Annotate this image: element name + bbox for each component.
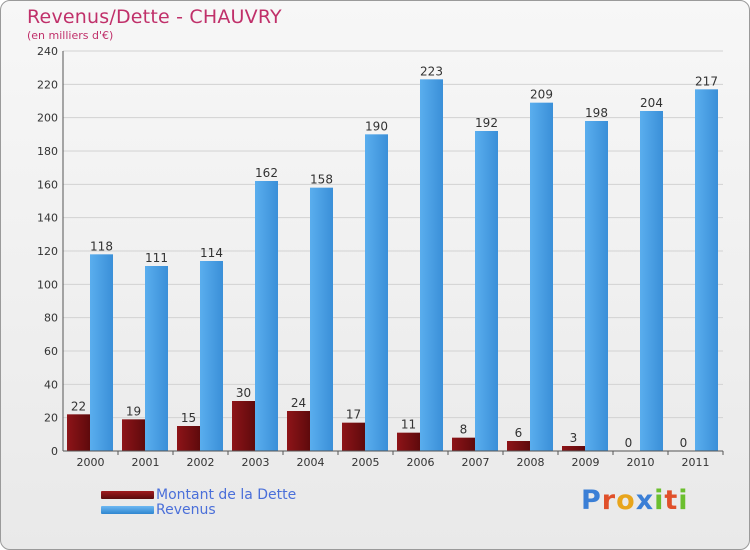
y-tick-label: 20 [44, 412, 58, 425]
y-tick-label: 160 [37, 178, 58, 191]
x-tick-label: 2007 [462, 456, 490, 469]
data-label-dette: 24 [291, 396, 306, 410]
y-tick-label: 80 [44, 312, 58, 325]
chart-title: Revenus/Dette - CHAUVRY [27, 6, 282, 28]
data-label-dette: 11 [401, 418, 416, 432]
chart-subtitle: (en milliers d'€) [27, 29, 114, 42]
logo-letter: i [654, 485, 665, 516]
data-label-revenus: 198 [585, 106, 608, 120]
x-tick-label: 2008 [517, 456, 545, 469]
bar-revenus [310, 187, 333, 451]
bar-revenus [475, 131, 498, 451]
data-label-revenus: 158 [310, 173, 333, 187]
data-label-revenus: 209 [530, 88, 553, 102]
x-tick-label: 2006 [407, 456, 435, 469]
bar-dette [122, 419, 145, 451]
bar-revenus [90, 254, 113, 451]
chart-bars [67, 79, 718, 452]
data-label-revenus: 118 [90, 239, 113, 253]
logo-letter: P [581, 485, 602, 516]
legend-label-dette: Montant de la Dette [156, 486, 297, 503]
data-label-dette: 0 [625, 436, 633, 450]
data-label-revenus: 204 [640, 96, 663, 110]
data-label-revenus: 192 [475, 116, 498, 130]
logo-letter: o [616, 485, 636, 516]
x-tick-label: 2004 [297, 456, 325, 469]
data-label-revenus: 223 [420, 64, 443, 78]
bar-revenus [420, 79, 443, 451]
data-label-revenus: 217 [695, 74, 718, 88]
bar-revenus [200, 261, 223, 451]
x-tick-label: 2010 [627, 456, 655, 469]
x-tick-label: 2002 [187, 456, 215, 469]
data-label-revenus: 190 [365, 119, 388, 133]
data-label-dette: 22 [71, 399, 86, 413]
x-tick-label: 2009 [572, 456, 600, 469]
legend-item-revenus: Revenus [101, 501, 296, 518]
y-tick-label: 180 [37, 145, 58, 158]
y-tick-label: 240 [37, 45, 58, 58]
data-label-revenus: 114 [200, 246, 223, 260]
x-tick-label: 2000 [77, 456, 105, 469]
logo-letter: t [664, 485, 679, 516]
y-tick-label: 60 [44, 345, 58, 358]
chart-axes [62, 51, 724, 455]
bar-dette [287, 411, 310, 451]
legend-swatch-dette [101, 490, 154, 499]
logo-letter: i [678, 485, 689, 516]
bar-dette [342, 422, 365, 451]
bar-revenus [585, 121, 608, 451]
y-tick-label: 140 [37, 212, 58, 225]
bar-revenus [530, 102, 553, 452]
data-label-revenus: 162 [255, 166, 278, 180]
legend-label-revenus: Revenus [156, 501, 216, 518]
proxiti-logo: Proxiti [581, 485, 689, 516]
y-tick-label: 100 [37, 278, 58, 291]
data-label-revenus: 111 [145, 251, 168, 265]
data-label-dette: 3 [570, 431, 578, 445]
x-tick-label: 2001 [132, 456, 160, 469]
data-label-dette: 17 [346, 408, 361, 422]
y-tick-label: 120 [37, 245, 58, 258]
y-tick-label: 40 [44, 378, 58, 391]
bar-revenus [365, 134, 388, 452]
y-tick-label: 200 [37, 112, 58, 125]
data-label-dette: 6 [515, 426, 523, 440]
chart-labels: 0204060801001201401601802002202402000221… [37, 45, 718, 469]
data-label-dette: 0 [680, 436, 688, 450]
logo-letter: r [601, 485, 617, 516]
bar-dette [232, 401, 255, 451]
bar-dette [452, 437, 475, 451]
y-tick-label: 220 [37, 78, 58, 91]
x-tick-label: 2011 [682, 456, 710, 469]
logo-letter: x [635, 485, 655, 516]
bar-revenus [255, 181, 278, 451]
bar-revenus [695, 89, 718, 451]
x-tick-label: 2003 [242, 456, 270, 469]
legend-item-dette: Montant de la Dette [101, 486, 297, 503]
bar-dette [507, 441, 530, 451]
data-label-dette: 19 [126, 404, 141, 418]
bar-dette [397, 432, 420, 451]
x-tick-label: 2005 [352, 456, 380, 469]
legend: Montant de la Dette Revenus [101, 486, 297, 518]
data-label-dette: 15 [181, 411, 196, 425]
bar-dette [67, 414, 90, 451]
bar-dette [562, 446, 585, 451]
bar-revenus [145, 266, 168, 451]
legend-swatch-revenus [101, 505, 154, 514]
bar-revenus [640, 111, 663, 451]
bar-dette [177, 426, 200, 451]
data-label-dette: 30 [236, 386, 251, 400]
chart-grid [63, 50, 723, 452]
y-tick-label: 0 [51, 445, 58, 458]
data-label-dette: 8 [460, 423, 468, 437]
